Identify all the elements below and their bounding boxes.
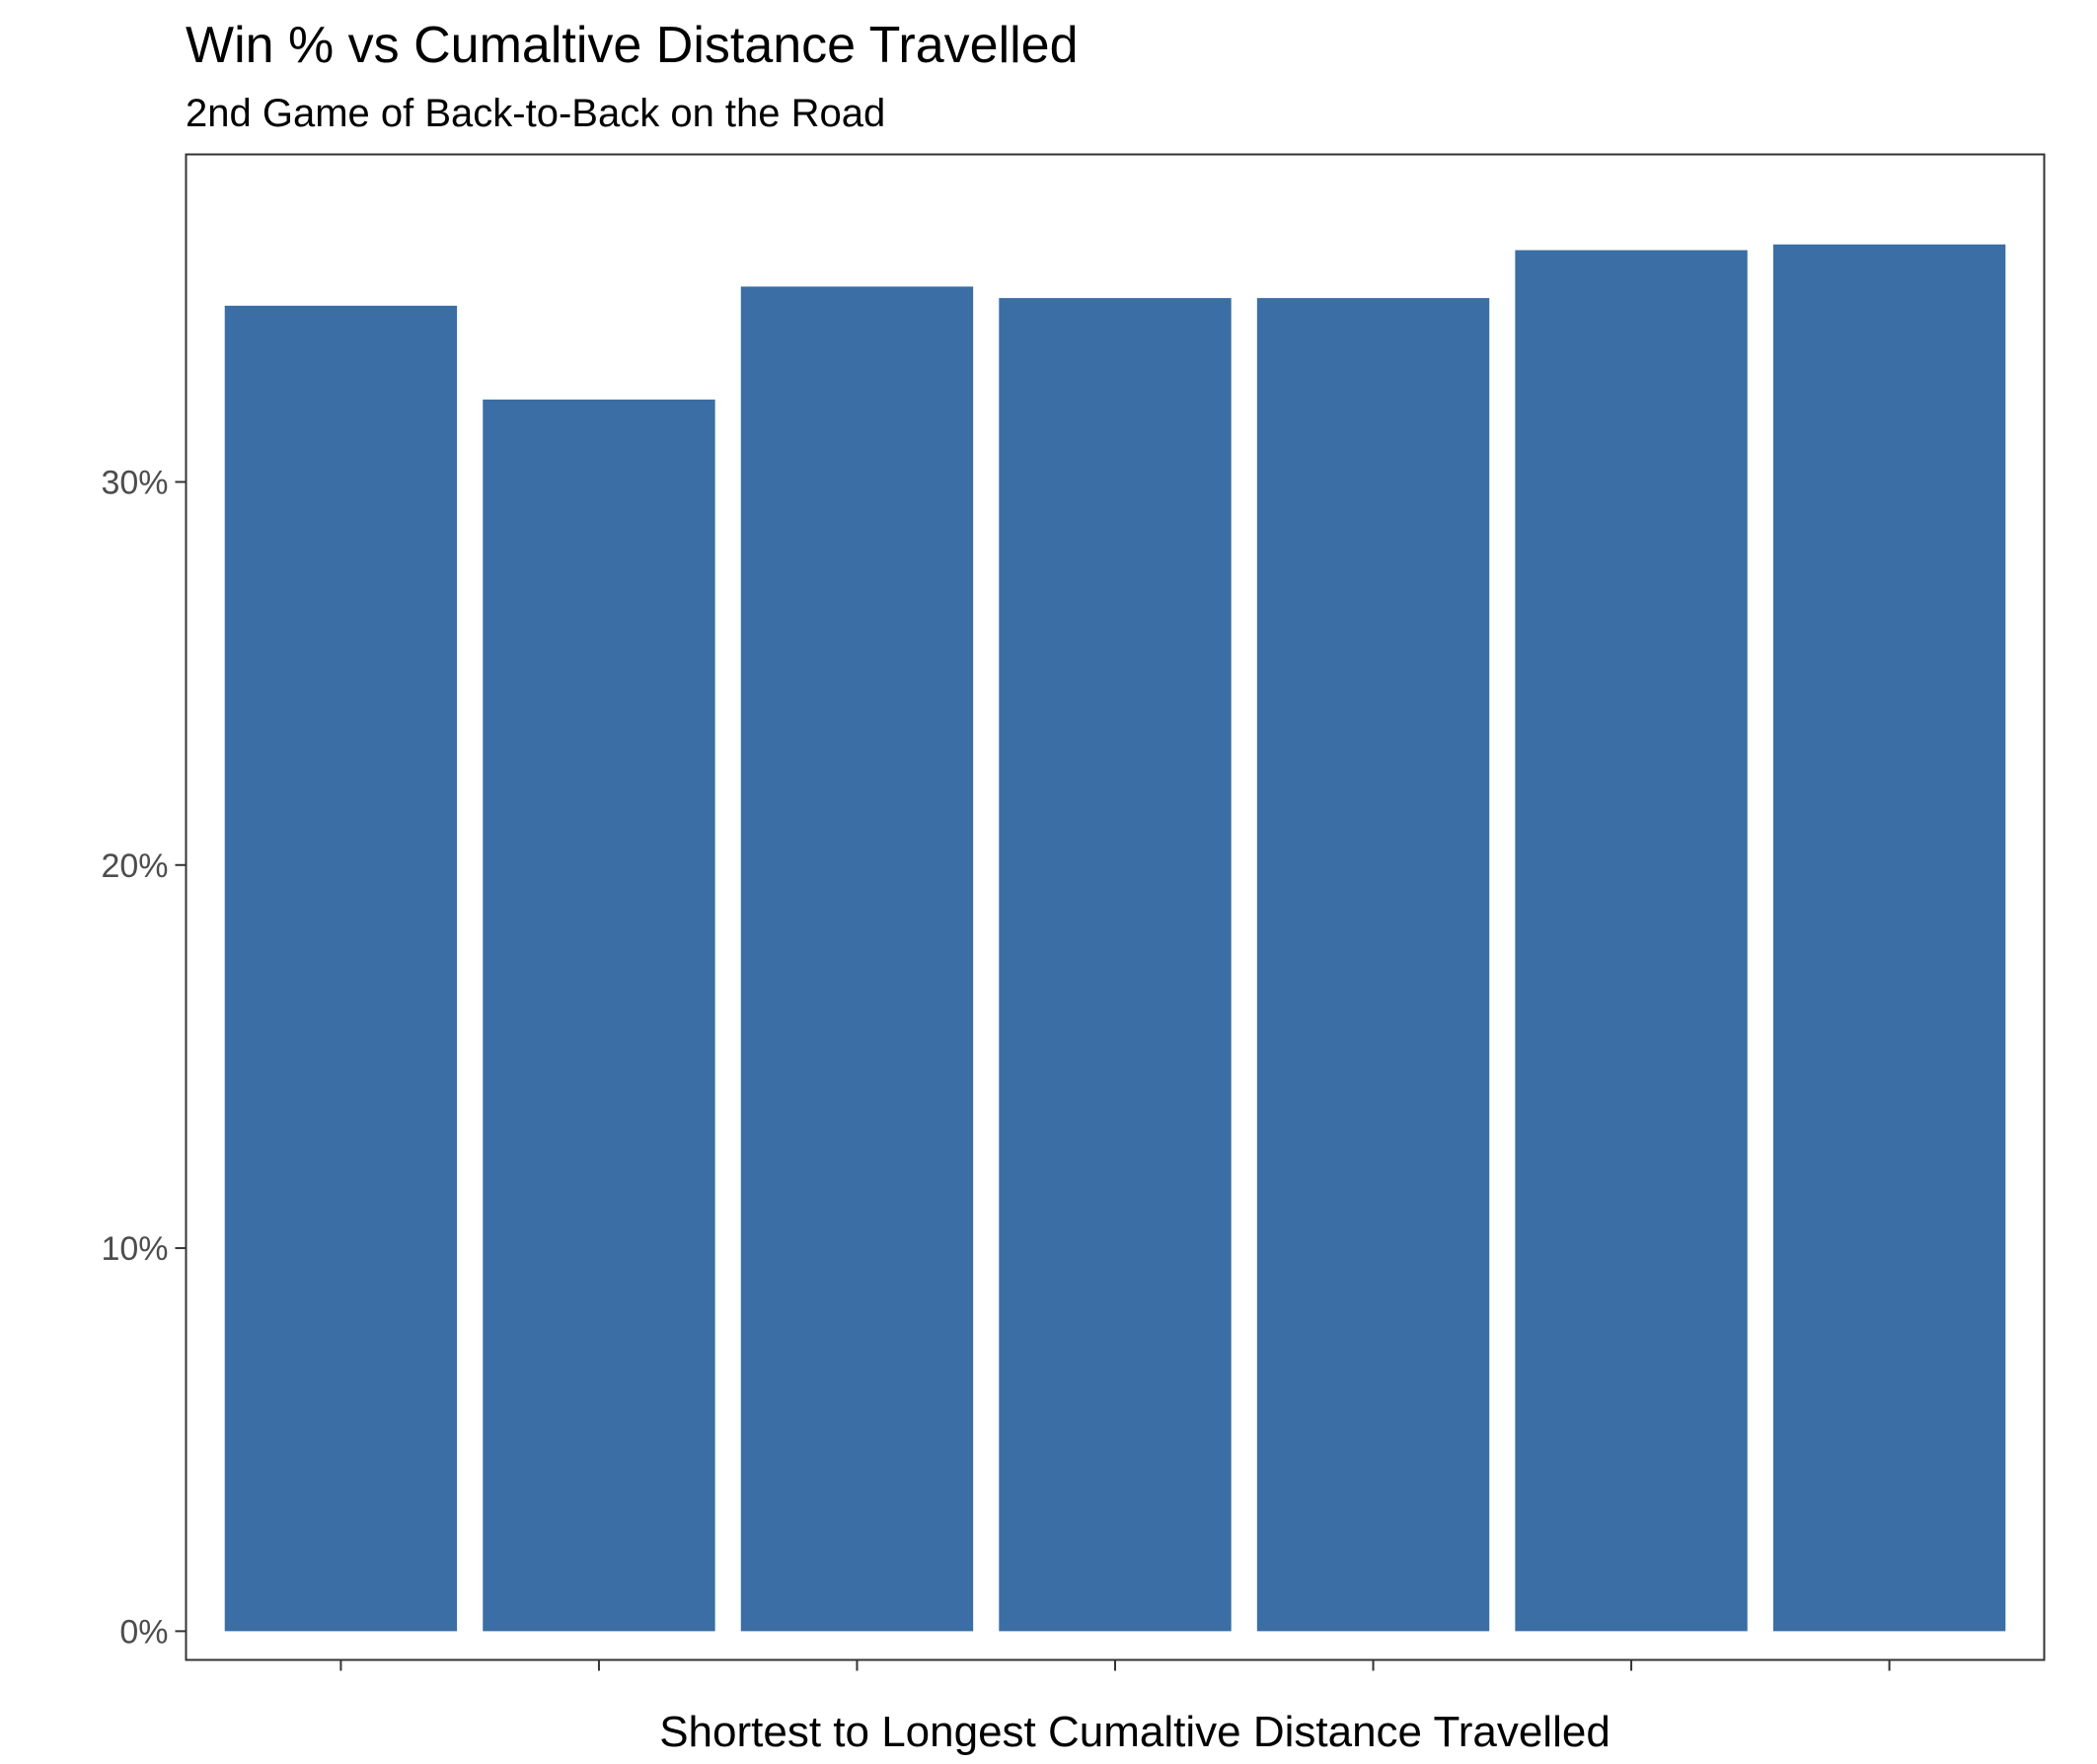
bar-1 (224, 305, 458, 1632)
y-tick-label: 20% (101, 847, 168, 885)
bar-5 (1256, 298, 1490, 1632)
y-axis: 0% 10% 20% 30% (101, 464, 187, 1651)
bar-3 (740, 286, 974, 1632)
bar-7 (1772, 244, 2006, 1632)
bar-6 (1515, 250, 1748, 1632)
bars-layer (224, 244, 2006, 1632)
x-axis (339, 1659, 1891, 1671)
bar-4 (999, 298, 1232, 1632)
bar-2 (483, 400, 715, 1632)
chart-title: Win % vs Cumaltive Distance Travelled (186, 17, 1079, 74)
chart-subtitle: 2nd Game of Back-to-Back on the Road (186, 92, 885, 135)
y-tick-label: 30% (101, 464, 168, 501)
x-axis-title: Shortest to Longest Cumaltive Distance T… (659, 1708, 1610, 1756)
y-tick-label: 10% (101, 1230, 168, 1268)
y-tick-label: 0% (119, 1613, 168, 1651)
